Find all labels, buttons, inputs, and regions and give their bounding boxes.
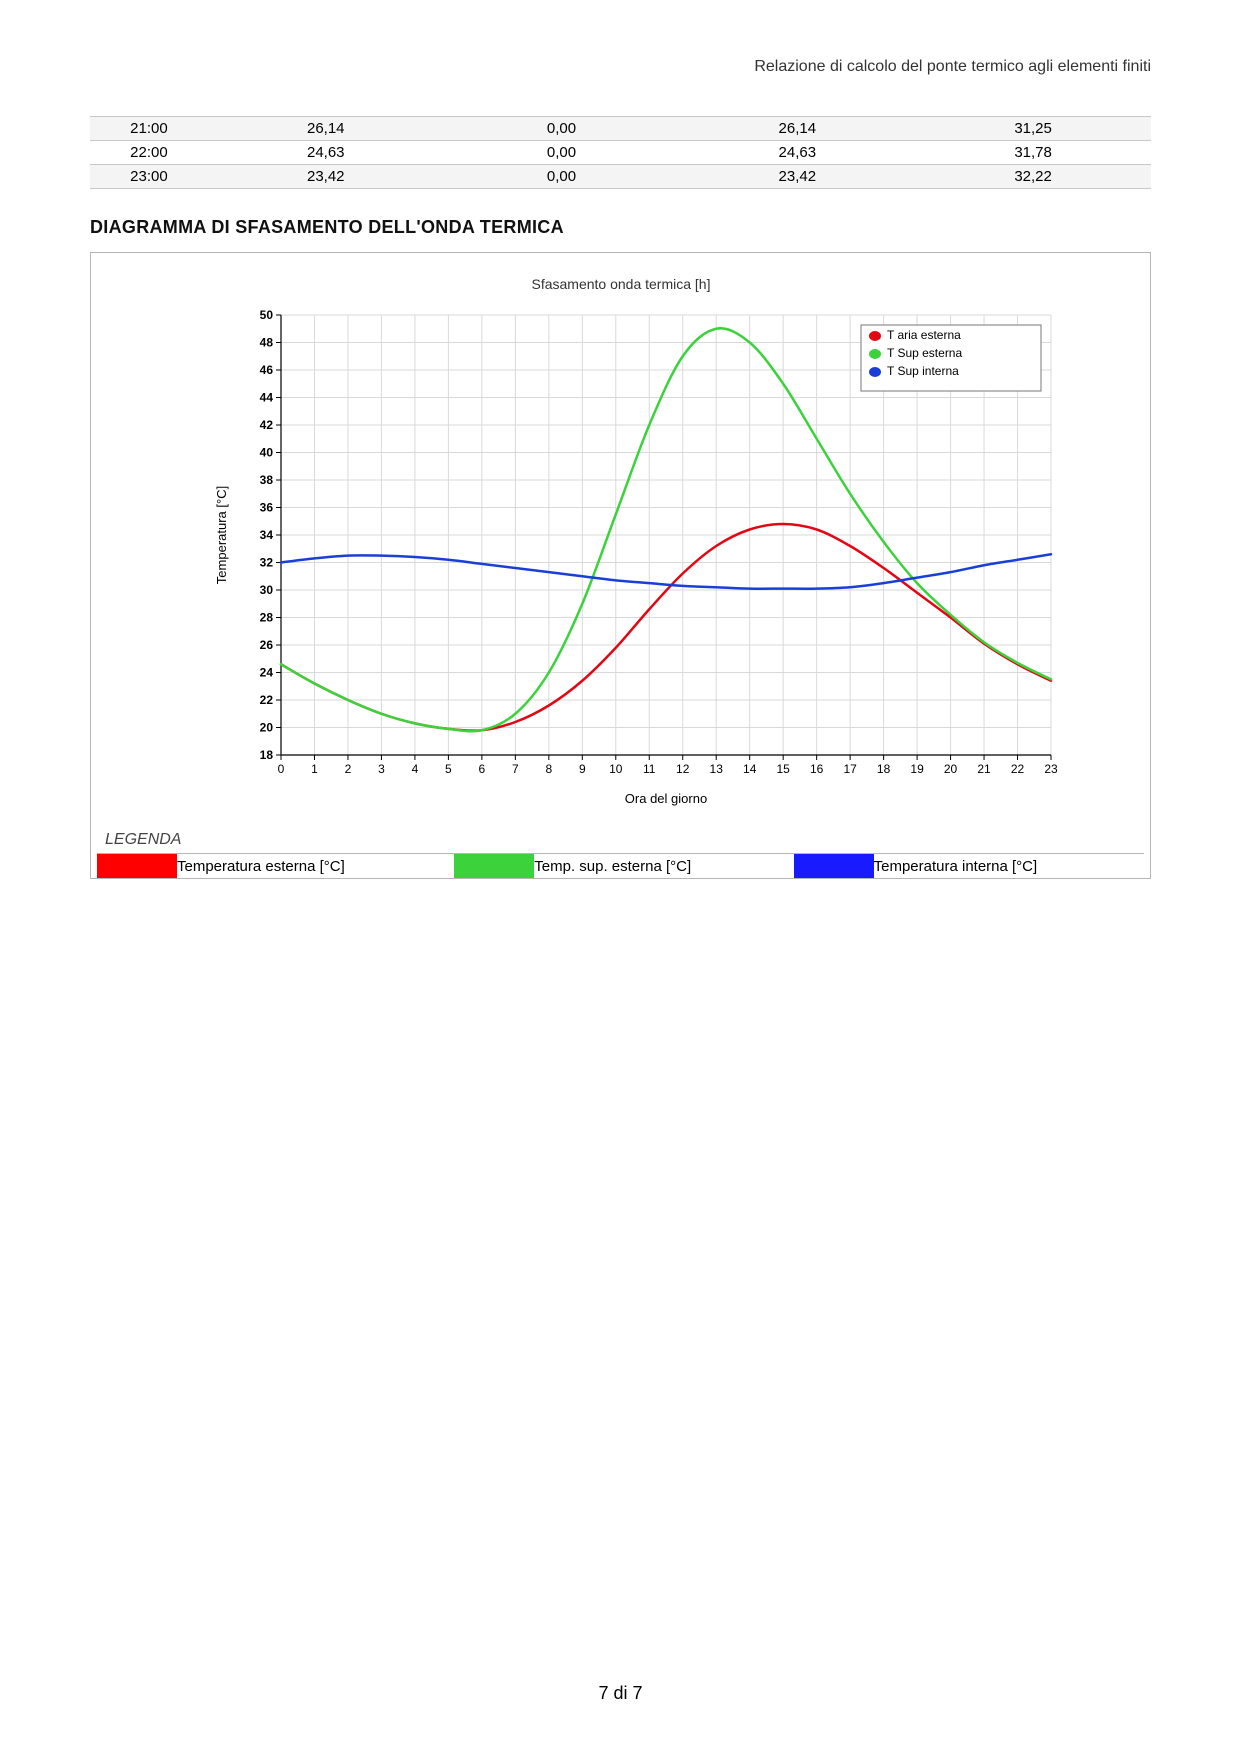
svg-text:50: 50: [259, 308, 273, 322]
table-cell: 24,63: [208, 141, 444, 165]
svg-text:34: 34: [259, 528, 273, 542]
svg-text:26: 26: [259, 638, 273, 652]
svg-text:T Sup esterna: T Sup esterna: [887, 346, 962, 360]
svg-text:12: 12: [676, 762, 690, 776]
svg-text:23: 23: [1044, 762, 1058, 776]
table-cell: 24,63: [679, 141, 915, 165]
svg-text:20: 20: [259, 721, 273, 735]
svg-text:T aria esterna: T aria esterna: [887, 328, 961, 342]
svg-text:7: 7: [512, 762, 519, 776]
table-cell: 23,42: [208, 165, 444, 189]
svg-text:5: 5: [445, 762, 452, 776]
table-cell: 23,42: [679, 165, 915, 189]
svg-text:22: 22: [1010, 762, 1024, 776]
svg-text:21: 21: [977, 762, 991, 776]
table-row: 21:0026,140,0026,1431,25: [90, 117, 1151, 141]
svg-text:14: 14: [743, 762, 757, 776]
page-number: 7 di 7: [0, 1683, 1241, 1704]
table-row: 22:0024,630,0024,6331,78: [90, 141, 1151, 165]
legend-table: Temperatura esterna [°C] Temp. sup. ester…: [97, 853, 1144, 878]
svg-text:32: 32: [259, 556, 273, 570]
svg-text:8: 8: [545, 762, 552, 776]
svg-text:36: 36: [259, 501, 273, 515]
header-title: Relazione di calcolo del ponte termico a…: [754, 58, 1151, 75]
svg-text:2: 2: [344, 762, 351, 776]
table-cell: 21:00: [90, 117, 208, 141]
table-cell: 31,78: [915, 141, 1151, 165]
svg-text:38: 38: [259, 473, 273, 487]
legend-text: Temperatura esterna [°C]: [177, 854, 454, 879]
svg-text:11: 11: [643, 762, 656, 776]
svg-text:15: 15: [776, 762, 790, 776]
svg-text:1: 1: [311, 762, 318, 776]
legend-swatch: [794, 854, 874, 878]
svg-text:46: 46: [259, 363, 273, 377]
svg-text:13: 13: [709, 762, 723, 776]
legend-swatch: [454, 854, 534, 878]
svg-text:48: 48: [259, 336, 273, 350]
svg-text:Temperatura [°C]: Temperatura [°C]: [214, 486, 229, 584]
svg-text:20: 20: [943, 762, 957, 776]
section-title: DIAGRAMMA DI SFASAMENTO DELL'ONDA TERMIC…: [90, 217, 1151, 238]
svg-text:42: 42: [259, 418, 273, 432]
svg-text:18: 18: [876, 762, 890, 776]
table-row: 23:0023,420,0023,4232,22: [90, 165, 1151, 189]
table-cell: 22:00: [90, 141, 208, 165]
svg-text:16: 16: [809, 762, 823, 776]
svg-text:4: 4: [411, 762, 418, 776]
legend-swatch: [97, 854, 177, 878]
svg-text:22: 22: [259, 693, 273, 707]
svg-text:0: 0: [277, 762, 284, 776]
table-cell: 26,14: [208, 117, 444, 141]
table-cell: 26,14: [679, 117, 915, 141]
table-cell: 0,00: [444, 141, 680, 165]
table-cell: 23:00: [90, 165, 208, 189]
legend-swatch-cell: [97, 854, 177, 879]
svg-text:28: 28: [259, 611, 273, 625]
table-cell: 0,00: [444, 117, 680, 141]
legend-swatch-cell: [454, 854, 534, 879]
table-cell: 31,25: [915, 117, 1151, 141]
svg-text:T Sup interna: T Sup interna: [887, 364, 959, 378]
legend-heading: LEGENDA: [97, 825, 1144, 853]
data-table: 21:0026,140,0026,1431,2522:0024,630,0024…: [90, 116, 1151, 189]
table-cell: 0,00: [444, 165, 680, 189]
svg-text:17: 17: [843, 762, 857, 776]
legend-text: Temp. sup. esterna [°C]: [534, 854, 793, 879]
svg-text:6: 6: [478, 762, 485, 776]
svg-text:24: 24: [259, 666, 273, 680]
svg-text:10: 10: [609, 762, 623, 776]
svg-text:3: 3: [378, 762, 385, 776]
chart-frame: Sfasamento onda termica [h]1820222426283…: [90, 252, 1151, 879]
page-header: Relazione di calcolo del ponte termico a…: [90, 58, 1151, 76]
table-cell: 32,22: [915, 165, 1151, 189]
svg-text:19: 19: [910, 762, 924, 776]
svg-text:Sfasamento onda termica [h]: Sfasamento onda termica [h]: [531, 276, 710, 292]
svg-text:30: 30: [259, 583, 273, 597]
svg-text:Ora del giorno: Ora del giorno: [624, 791, 706, 806]
svg-text:9: 9: [578, 762, 585, 776]
line-chart: Sfasamento onda termica [h]1820222426283…: [151, 265, 1091, 825]
svg-text:18: 18: [259, 748, 273, 762]
legend-swatch-cell: [794, 854, 874, 879]
svg-text:40: 40: [259, 446, 273, 460]
svg-text:44: 44: [259, 391, 273, 405]
legend-text: Temperatura interna [°C]: [874, 854, 1144, 879]
